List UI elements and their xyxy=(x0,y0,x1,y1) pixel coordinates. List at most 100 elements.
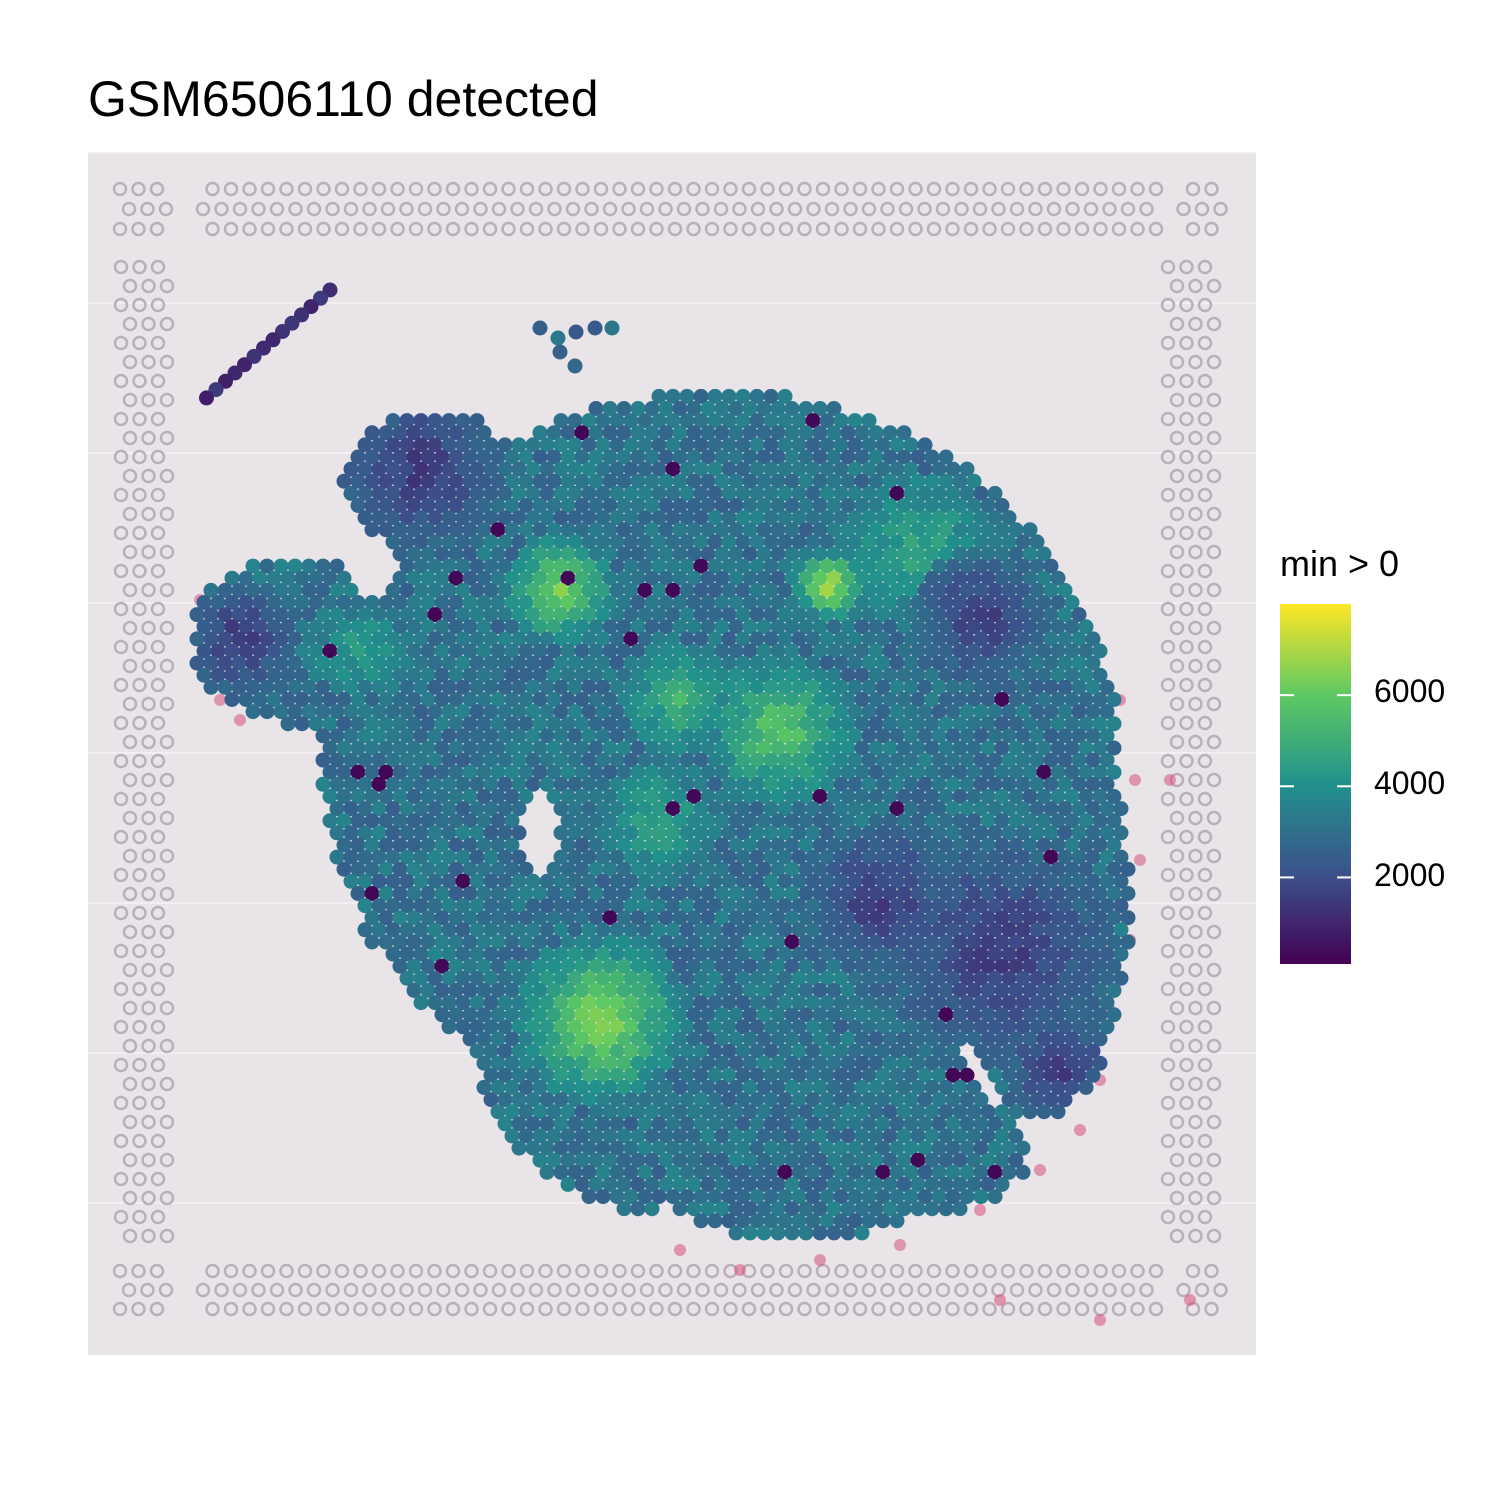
data-spot xyxy=(966,1128,982,1144)
data-spot xyxy=(1015,1067,1031,1083)
data-spot xyxy=(574,473,590,489)
fiducial-spot xyxy=(408,1301,424,1317)
data-spot xyxy=(434,692,450,707)
fiducial-spot xyxy=(741,221,757,237)
data-spot xyxy=(308,595,324,610)
data-spot xyxy=(882,1055,898,1071)
data-spot xyxy=(658,595,674,610)
data-spot xyxy=(546,740,562,756)
data-spot xyxy=(462,764,478,780)
data-spot xyxy=(945,485,961,501)
data-spot xyxy=(749,801,765,817)
stain-patch xyxy=(814,1254,826,1266)
data-spot xyxy=(532,667,548,683)
data-spot xyxy=(1001,995,1017,1011)
data-spot xyxy=(798,643,814,659)
data-spot xyxy=(560,425,576,441)
data-spot xyxy=(966,740,982,756)
fiducial-spot xyxy=(1188,810,1203,826)
fiducial-spot xyxy=(593,221,609,237)
data-spot xyxy=(1001,607,1017,623)
data-spot xyxy=(532,570,548,586)
fiducial-spot xyxy=(1188,1190,1203,1206)
data-spot xyxy=(777,1213,793,1229)
fiducial-spot xyxy=(150,563,166,579)
data-spot xyxy=(763,558,779,574)
data-spot xyxy=(665,946,681,962)
data-spot xyxy=(1029,970,1045,986)
data-spot xyxy=(952,837,968,853)
data-spot xyxy=(903,558,919,574)
fiducial-spot xyxy=(390,221,405,237)
data-spot xyxy=(665,1019,681,1035)
data-spot xyxy=(714,1152,730,1168)
data-spot xyxy=(532,320,548,336)
fiducial-spot xyxy=(1000,221,1016,237)
data-spot xyxy=(945,1067,961,1083)
data-spot xyxy=(1050,667,1066,683)
data-spot xyxy=(714,886,730,901)
data-spot xyxy=(805,510,821,526)
data-spot xyxy=(882,958,898,974)
data-spot xyxy=(742,1152,758,1168)
fiducial-spot xyxy=(1213,201,1228,217)
fiducial-spot xyxy=(132,677,147,693)
data-spot xyxy=(574,910,590,926)
data-spot xyxy=(231,655,247,671)
data-spot xyxy=(980,498,996,513)
data-spot xyxy=(679,1092,695,1108)
data-spot xyxy=(735,1213,751,1229)
data-spot xyxy=(924,473,940,489)
data-spot xyxy=(777,485,793,501)
data-spot xyxy=(826,498,842,513)
data-spot xyxy=(406,813,422,829)
data-spot xyxy=(882,546,898,562)
data-spot xyxy=(378,449,394,465)
data-spot xyxy=(812,1128,828,1144)
fiducial-spot xyxy=(538,1263,553,1279)
data-spot xyxy=(791,582,807,598)
data-spot xyxy=(490,449,506,465)
fiducial-spot xyxy=(1179,411,1194,427)
data-spot xyxy=(735,607,751,623)
data-spot xyxy=(476,958,492,974)
fiducial-spot xyxy=(834,1301,849,1317)
data-spot xyxy=(861,1140,877,1156)
data-spot xyxy=(1064,740,1080,756)
data-spot xyxy=(476,764,492,780)
data-spot xyxy=(665,825,681,841)
fiducial-spot xyxy=(113,601,129,617)
data-spot xyxy=(1120,934,1136,950)
data-spot xyxy=(840,1055,856,1071)
data-spot xyxy=(735,461,751,477)
data-spot xyxy=(686,789,702,804)
data-spot xyxy=(805,655,821,671)
data-spot xyxy=(567,1140,583,1156)
data-spot xyxy=(987,704,1003,720)
data-spot xyxy=(924,1176,940,1192)
data-spot xyxy=(952,522,968,538)
fiducial-spot xyxy=(113,449,129,465)
data-spot xyxy=(665,970,681,986)
data-spot xyxy=(707,873,723,889)
data-spot xyxy=(385,655,401,671)
data-spot xyxy=(567,728,583,744)
data-spot xyxy=(1050,789,1066,804)
fiducial-spot xyxy=(122,924,138,940)
data-spot xyxy=(917,1164,933,1180)
data-spot xyxy=(525,631,541,647)
data-spot xyxy=(770,861,786,877)
data-spot xyxy=(819,510,835,526)
data-spot xyxy=(959,704,975,720)
data-spot xyxy=(763,1019,779,1035)
fiducial-spot xyxy=(1169,506,1185,522)
data-spot xyxy=(1043,728,1059,744)
data-spot xyxy=(462,934,478,950)
data-spot xyxy=(1050,619,1066,635)
data-spot xyxy=(665,1164,681,1180)
fiducial-spot xyxy=(649,221,664,237)
data-spot xyxy=(245,655,261,671)
data-spot xyxy=(770,813,786,829)
data-spot xyxy=(1085,849,1101,865)
data-spot xyxy=(560,837,576,853)
